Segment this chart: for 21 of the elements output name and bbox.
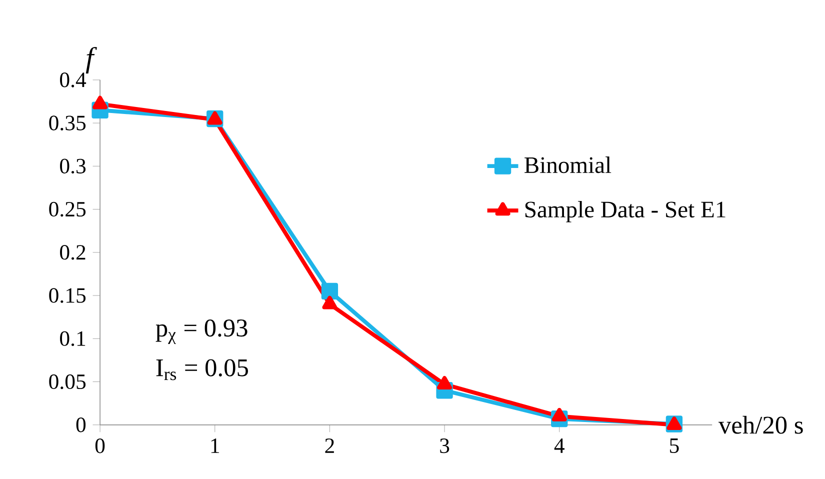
y-tick-label: 0.35 <box>49 116 86 130</box>
y-tick-label: 0.05 <box>49 374 86 390</box>
legend-label: Sample Data - Set E1 <box>525 200 726 222</box>
annotation: p$_{χ}$ = 0.93 <box>156 319 248 344</box>
y-tick-label: 0.3 <box>60 158 86 174</box>
x-tick-label: 3 <box>440 438 450 454</box>
y-tick-label: 0.2 <box>60 245 86 260</box>
x-tick-label: 0 <box>95 438 105 454</box>
x-tick-label: 1 <box>211 438 220 453</box>
legend-label: Binomial <box>524 156 612 174</box>
y-tick-label: 0.4 <box>60 72 86 88</box>
y-tick-label: 0.25 <box>49 202 86 217</box>
x-tick-label: 4 <box>554 438 564 453</box>
y-tick-label: 0.1 <box>60 331 86 346</box>
x-tick-label: 2 <box>325 438 334 453</box>
annotation: I$_{rs}$ = 0.05 <box>156 359 248 380</box>
y-tick-label: 0.15 <box>49 288 86 303</box>
y-axis-title: f <box>86 46 97 74</box>
y-tick-label: 0 <box>76 418 86 432</box>
x-tick-label: 5 <box>670 438 679 453</box>
x-axis-title: veh/20 s <box>718 416 803 434</box>
